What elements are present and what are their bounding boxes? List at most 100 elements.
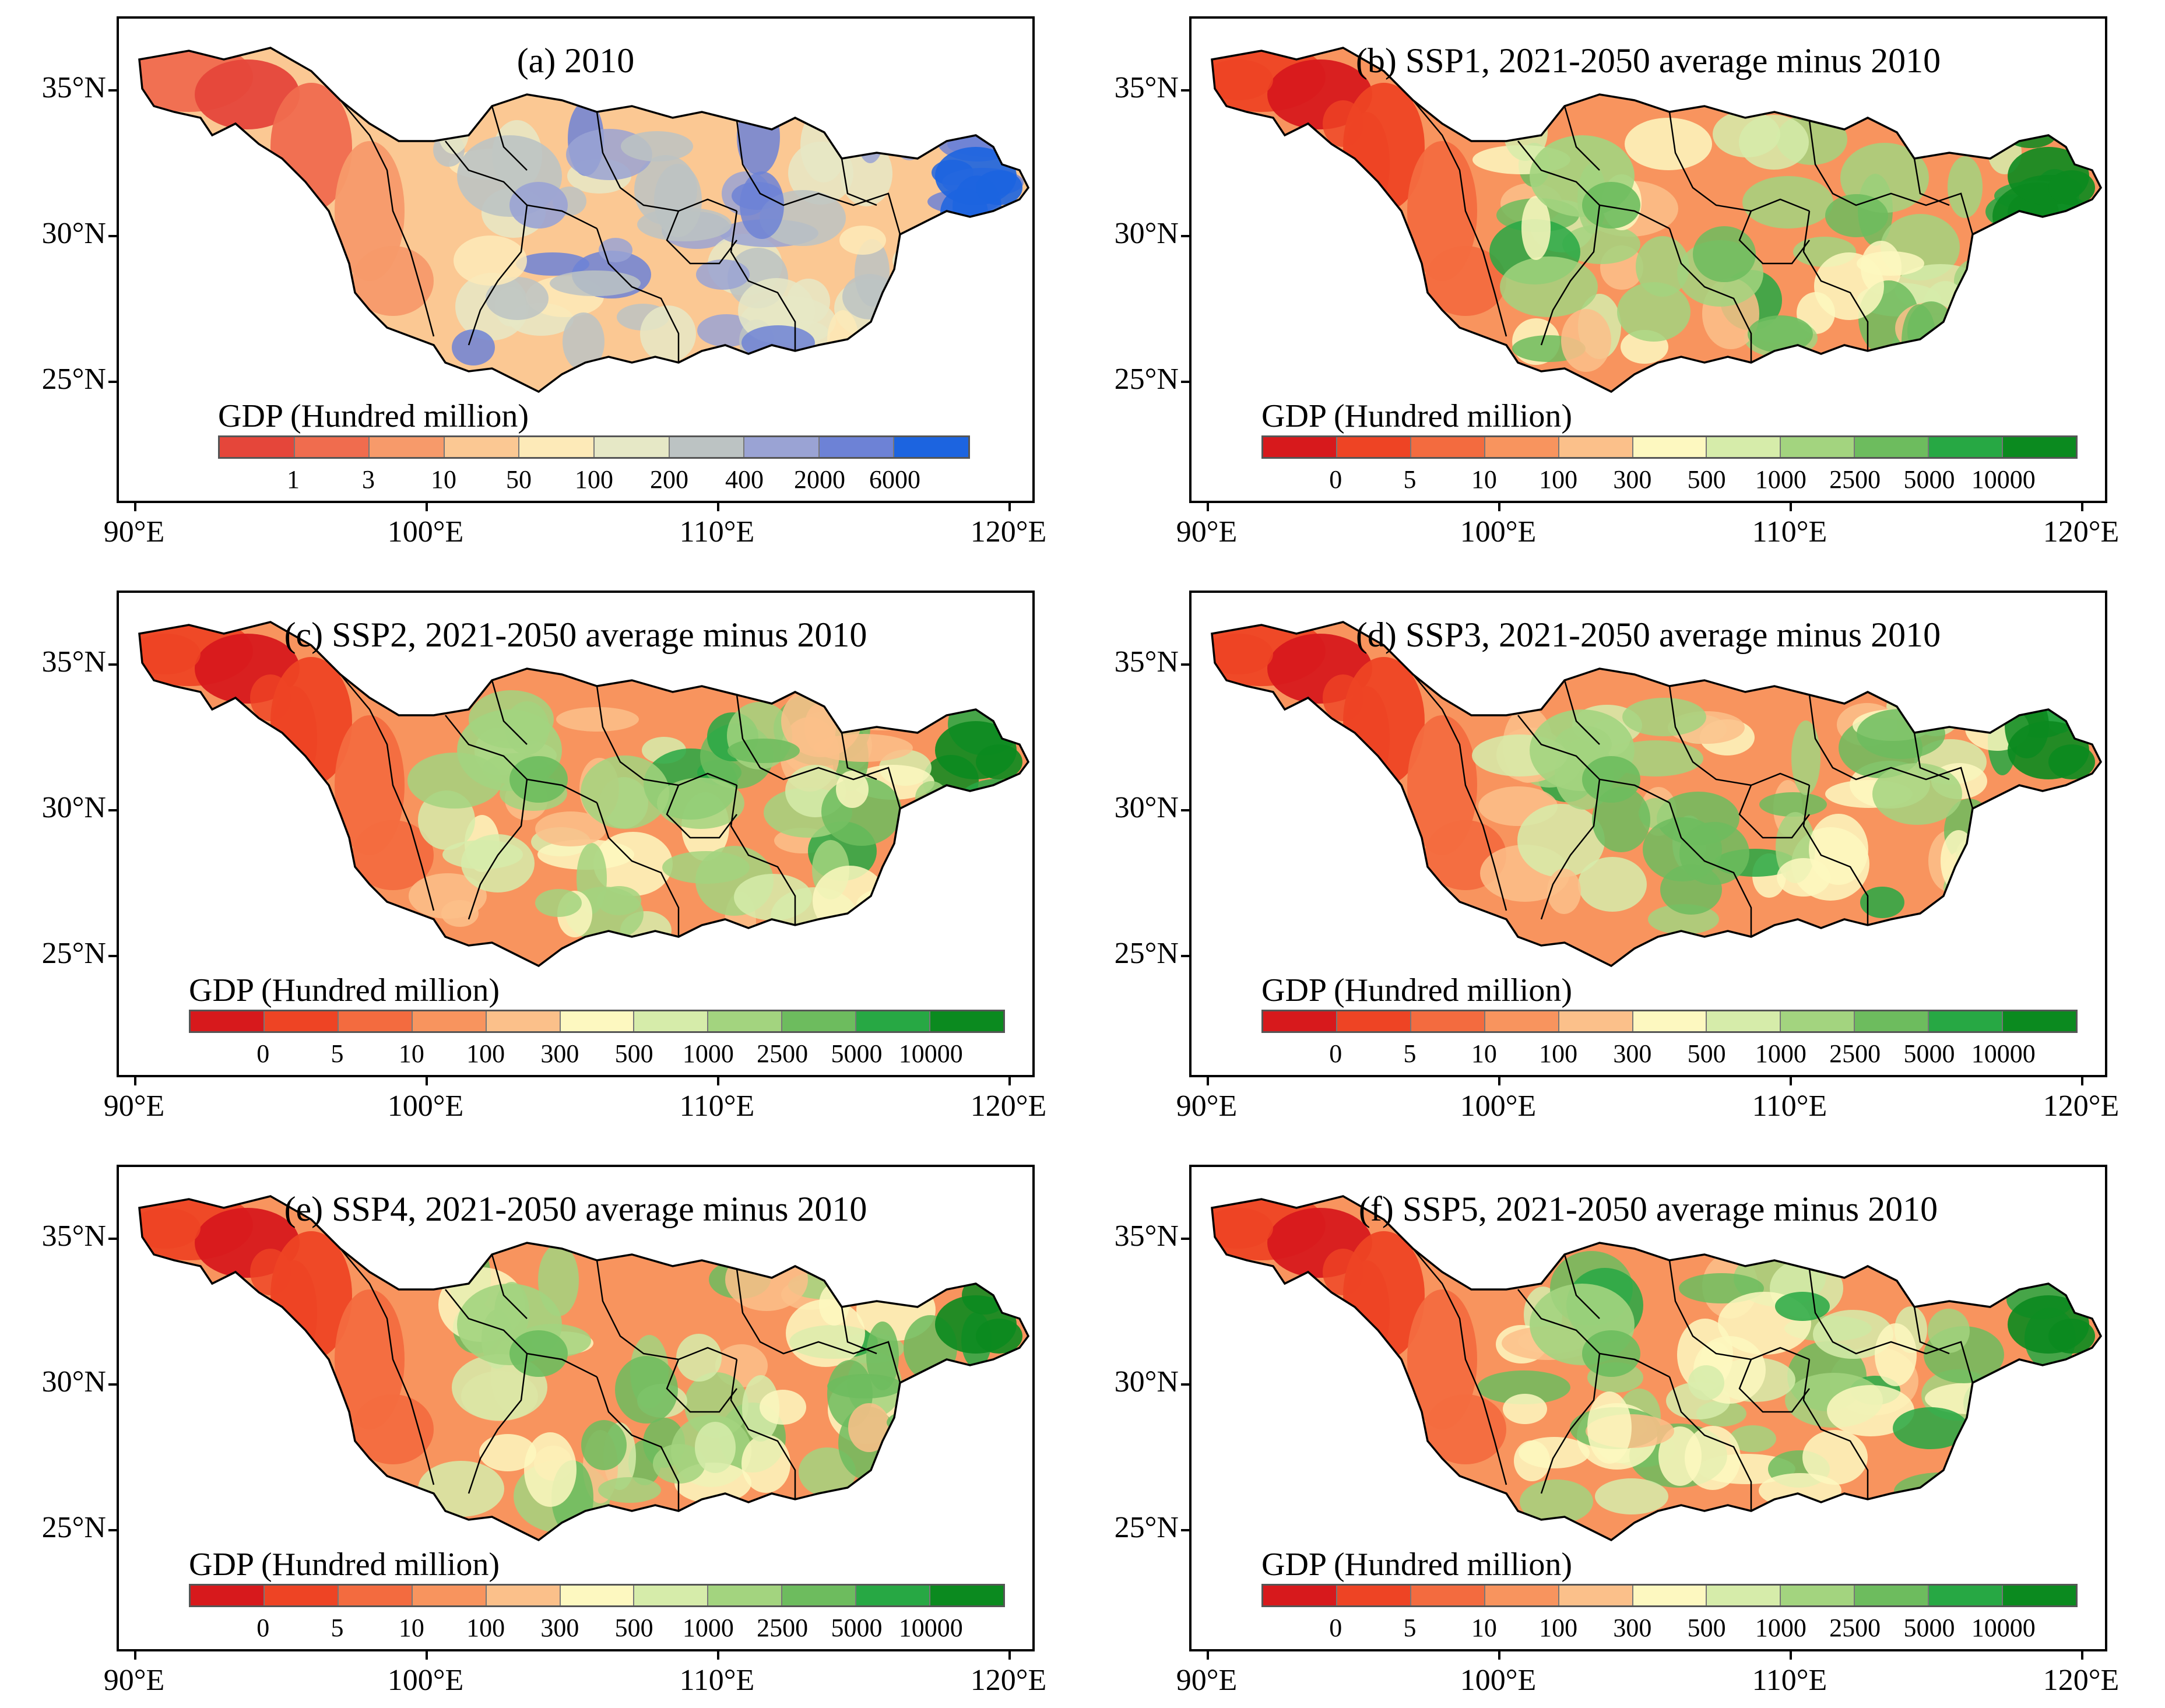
legend-tick-label: 10 (1471, 1614, 1497, 1642)
legend-tick-label: 5 (1403, 465, 1417, 494)
legend-swatch (594, 437, 670, 457)
longitude-tick (134, 503, 136, 511)
legend-tick-label: 2000 (794, 465, 845, 494)
legend-swatch (930, 1586, 1003, 1605)
legend-swatch (782, 1011, 857, 1031)
legend-title: GDP (Hundred million) (1261, 398, 1572, 434)
latitude-tick (1181, 381, 1189, 383)
legend-title: GDP (Hundred million) (1261, 972, 1572, 1008)
latitude-label: 25°N (1114, 363, 1179, 396)
gdp-field (139, 622, 1028, 966)
latitude-label: 30°N (1114, 1365, 1179, 1398)
map-panel: (d) SSP3, 2021-2050 average minus 2010 GD… (1073, 574, 2119, 1123)
legend-tick-label: 300 (540, 1039, 579, 1068)
latitude-tick (1181, 955, 1189, 957)
legend-swatch (1411, 437, 1485, 457)
longitude-label: 90°E (103, 1664, 165, 1697)
legend-tick-label: 5000 (831, 1039, 883, 1068)
legend-swatch (1337, 1011, 1411, 1031)
longitude-tick (1790, 1651, 1792, 1660)
longitude-label: 100°E (1460, 1664, 1537, 1697)
legend-tick-label: 5 (331, 1614, 344, 1642)
longitude-tick (134, 1651, 136, 1660)
legend-swatch (264, 1011, 339, 1031)
latitude-label: 30°N (1114, 217, 1179, 250)
longitude-label: 90°E (103, 515, 165, 549)
legend-swatch (519, 437, 595, 457)
longitude-tick (1498, 1651, 1500, 1660)
longitude-tick (1498, 1077, 1500, 1085)
longitude-tick (1498, 503, 1500, 511)
legend-swatch (744, 437, 820, 457)
legend-tick-label: 0 (1329, 1039, 1342, 1068)
basin-map (138, 1195, 1030, 1542)
gdp-field (139, 1196, 1028, 1540)
legend-swatch (1855, 437, 1929, 457)
latitude-tick (1181, 1383, 1189, 1386)
latitude-tick (108, 955, 117, 957)
map-frame: (d) SSP3, 2021-2050 average minus 2010 GD… (1189, 591, 2107, 1077)
legend-swatch (1337, 1586, 1411, 1605)
legend-tick-label: 10 (398, 1614, 424, 1642)
latitude-tick (108, 235, 117, 237)
legend-swatch (1707, 1011, 1781, 1031)
longitude-tick (717, 503, 719, 511)
basin-outline (138, 1195, 1030, 1542)
legend-tick-label: 2500 (1829, 465, 1881, 494)
legend-tick-label: 5000 (1903, 465, 1955, 494)
legend-swatch (634, 1586, 709, 1605)
longitude-tick (1008, 503, 1011, 511)
longitude-label: 90°E (1176, 1090, 1238, 1123)
legend-swatch (1559, 437, 1633, 457)
legend-swatch (560, 1011, 635, 1031)
legend-swatch (1781, 1586, 1855, 1605)
latitude-label: 30°N (1114, 791, 1179, 824)
legend-title: GDP (Hundred million) (189, 1547, 500, 1583)
legend-swatch (1855, 1011, 1929, 1031)
latitude-label: 35°N (41, 71, 106, 104)
latitude-label: 35°N (1114, 1220, 1179, 1253)
longitude-tick (2081, 503, 2083, 511)
legend-tick-label: 6000 (869, 465, 920, 494)
gdp-field (1212, 1196, 2101, 1540)
legend-tick-label: 5 (331, 1039, 344, 1068)
map-frame: (f) SSP5, 2021-2050 average minus 2010 GD… (1189, 1165, 2107, 1651)
panel-title: (f) SSP5, 2021-2050 average minus 2010 (1358, 1190, 1938, 1228)
legend-tick-label: 0 (1329, 1614, 1342, 1642)
legend-swatch (1411, 1011, 1485, 1031)
latitude-label: 35°N (1114, 645, 1179, 679)
legend-swatch (1929, 437, 2004, 457)
legend-tick-label: 10000 (1971, 1614, 2036, 1642)
map-panel: (e) SSP4, 2021-2050 average minus 2010 GD… (0, 1148, 1046, 1697)
legend-swatch (560, 1586, 635, 1605)
legend-swatch (1707, 437, 1781, 457)
legend-tick-label: 200 (650, 465, 688, 494)
legend-swatch (1337, 437, 1411, 457)
map-panel: (b) SSP1, 2021-2050 average minus 2010 GD… (1073, 0, 2119, 549)
legend-tick-label: 500 (1687, 1614, 1726, 1642)
legend-tick-label: 1 (287, 465, 300, 494)
latitude-label: 25°N (41, 937, 106, 970)
legend-tick-label: 10 (1471, 1039, 1497, 1068)
latitude-tick (108, 809, 117, 811)
map-frame: (b) SSP1, 2021-2050 average minus 2010 GD… (1189, 16, 2107, 503)
legend-tick-label: 0 (256, 1614, 270, 1642)
legend-swatch (1485, 437, 1559, 457)
legend-tick-label: 5000 (831, 1614, 883, 1642)
longitude-label: 120°E (2043, 515, 2120, 549)
latitude-label: 25°N (1114, 1511, 1179, 1544)
legend-tick-label: 10 (398, 1039, 424, 1068)
legend-tick-label: 300 (1613, 1614, 1652, 1642)
longitude-tick (1207, 1651, 1209, 1660)
legend-swatch (412, 1586, 487, 1605)
basin-map (138, 47, 1030, 393)
map-panel: (c) SSP2, 2021-2050 average minus 2010 GD… (0, 574, 1046, 1123)
legend-tick-label: 300 (1613, 1039, 1652, 1068)
legend-tick-label: 50 (506, 465, 532, 494)
longitude-tick (1790, 503, 1792, 511)
basin-outline (138, 47, 1030, 393)
legend-swatch (634, 1011, 709, 1031)
latitude-label: 35°N (41, 1220, 106, 1253)
longitude-label: 120°E (2043, 1090, 2120, 1123)
longitude-label: 110°E (1752, 1090, 1827, 1123)
